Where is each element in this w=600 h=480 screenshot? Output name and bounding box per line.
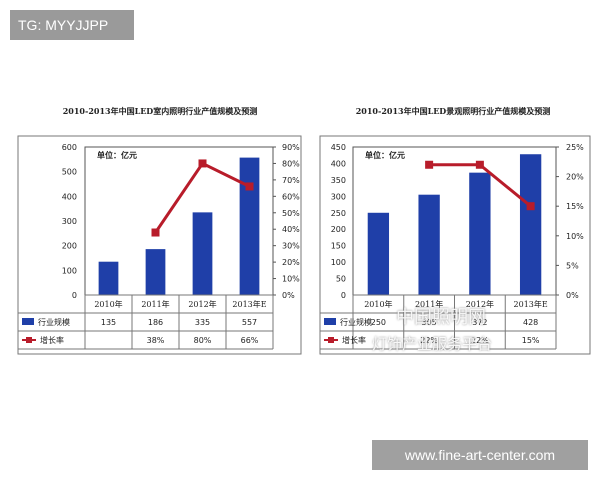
bar-left-3: [239, 157, 260, 295]
growth-marker-left-2: [245, 182, 254, 191]
category-label: 2010年: [364, 299, 392, 309]
y2-tick-label: 50%: [282, 209, 300, 218]
y2-tick-label: 5%: [566, 261, 579, 270]
y2-tick-label: 15%: [566, 202, 584, 211]
category-label: 2010年: [94, 299, 122, 309]
growth-marker-left-0: [151, 228, 160, 237]
y2-tick-label: 40%: [282, 225, 300, 234]
y-tick-label: 100: [331, 258, 346, 267]
y-tick-label: 400: [62, 192, 77, 201]
growth-value-label: 66%: [241, 336, 259, 345]
y-tick-label: 500: [62, 168, 77, 177]
bar-right-1: [418, 194, 440, 295]
y-tick-label: 450: [331, 143, 346, 152]
y2-tick-label: 30%: [282, 242, 300, 251]
y2-tick-label: 10%: [282, 275, 300, 284]
growth-value-label: 80%: [194, 336, 212, 345]
unit-label-right: 单位：亿元: [365, 150, 405, 160]
bar-value-label: 557: [242, 318, 257, 327]
y2-tick-label: 0%: [282, 291, 295, 300]
chart-title-left: 2010-2013年中国LED室内照明行业产值规模及预测: [62, 106, 258, 116]
bar-value-label: 250: [371, 318, 386, 327]
y2-tick-label: 20%: [282, 258, 300, 267]
growth-value-label: 22%: [420, 336, 438, 345]
y-tick-label: 350: [331, 176, 346, 185]
legend-bar-label-left: 行业规模: [38, 317, 70, 327]
y-tick-label: 150: [331, 242, 346, 251]
chart-frame-left: [17, 135, 302, 355]
growth-marker-left-1: [198, 159, 207, 168]
y2-tick-label: 0%: [566, 291, 579, 300]
category-label: 2012年: [466, 299, 494, 309]
legend-line-marker-right: [328, 337, 334, 343]
bar-value-label: 186: [148, 318, 163, 327]
bar-left-2: [192, 212, 213, 295]
bar-value-label: 335: [195, 318, 210, 327]
growth-value-label: 22%: [471, 336, 489, 345]
growth-marker-right-2: [526, 202, 535, 211]
legend-bar-swatch-left: [22, 318, 34, 325]
y-tick-label: 200: [331, 225, 346, 234]
y-tick-label: 300: [62, 217, 77, 226]
chart-title-right: 2010-2013年中国LED景观照明行业产值规模及预测: [355, 106, 551, 116]
watermark-line-1: 中国照明网: [396, 307, 486, 328]
category-label: 2011年: [415, 299, 443, 309]
y2-tick-label: 20%: [566, 173, 584, 182]
bar-right-2: [469, 172, 491, 295]
bar-value-label: 428: [523, 318, 538, 327]
legend-bar-swatch-right: [324, 318, 336, 325]
y2-tick-label: 10%: [566, 232, 584, 241]
legend-line-label-left: 增长率: [40, 335, 64, 345]
legend-line-marker-left: [26, 337, 32, 343]
y-tick-label: 50: [336, 275, 346, 284]
bar-right-3: [519, 154, 542, 295]
bar-value-label: 372: [472, 318, 487, 327]
y-tick-label: 300: [331, 192, 346, 201]
legend-line-label-right: 增长率: [342, 335, 366, 345]
watermark-tag: TG: MYYJJPP: [10, 10, 134, 40]
unit-label-left: 单位：亿元: [97, 150, 137, 160]
bar-right-0: [367, 212, 390, 295]
bar-left-0: [98, 261, 119, 295]
y2-tick-label: 25%: [566, 143, 584, 152]
growth-value-label: 38%: [147, 336, 165, 345]
bar-left-1: [145, 249, 166, 295]
y-tick-label: 100: [62, 266, 77, 275]
growth-marker-right-1: [475, 160, 484, 169]
category-label: 2013年E: [514, 299, 548, 309]
y-tick-label: 400: [331, 159, 346, 168]
y2-tick-label: 60%: [282, 192, 300, 201]
y-tick-label: 600: [62, 143, 77, 152]
y2-tick-label: 70%: [282, 176, 300, 185]
y-tick-label: 0: [72, 291, 77, 300]
y2-tick-label: 90%: [282, 143, 300, 152]
category-label: 2012年: [188, 299, 216, 309]
legend-bar-label-right: 行业规模: [340, 317, 372, 327]
chart-frame-right: [319, 135, 591, 355]
y-tick-label: 0: [341, 291, 346, 300]
y-tick-label: 250: [331, 209, 346, 218]
watermark-line-2: 灯饰产业服务平台: [372, 335, 493, 353]
category-label: 2011年: [141, 299, 169, 309]
y-tick-label: 200: [62, 242, 77, 251]
y2-tick-label: 80%: [282, 159, 300, 168]
site-url-tag: www.fine-art-center.com: [372, 440, 588, 470]
category-label: 2013年E: [232, 299, 266, 309]
growth-marker-right-0: [425, 160, 434, 169]
bar-value-label: 135: [101, 318, 116, 327]
bar-value-label: 305: [421, 318, 436, 327]
growth-value-label: 15%: [522, 336, 540, 345]
